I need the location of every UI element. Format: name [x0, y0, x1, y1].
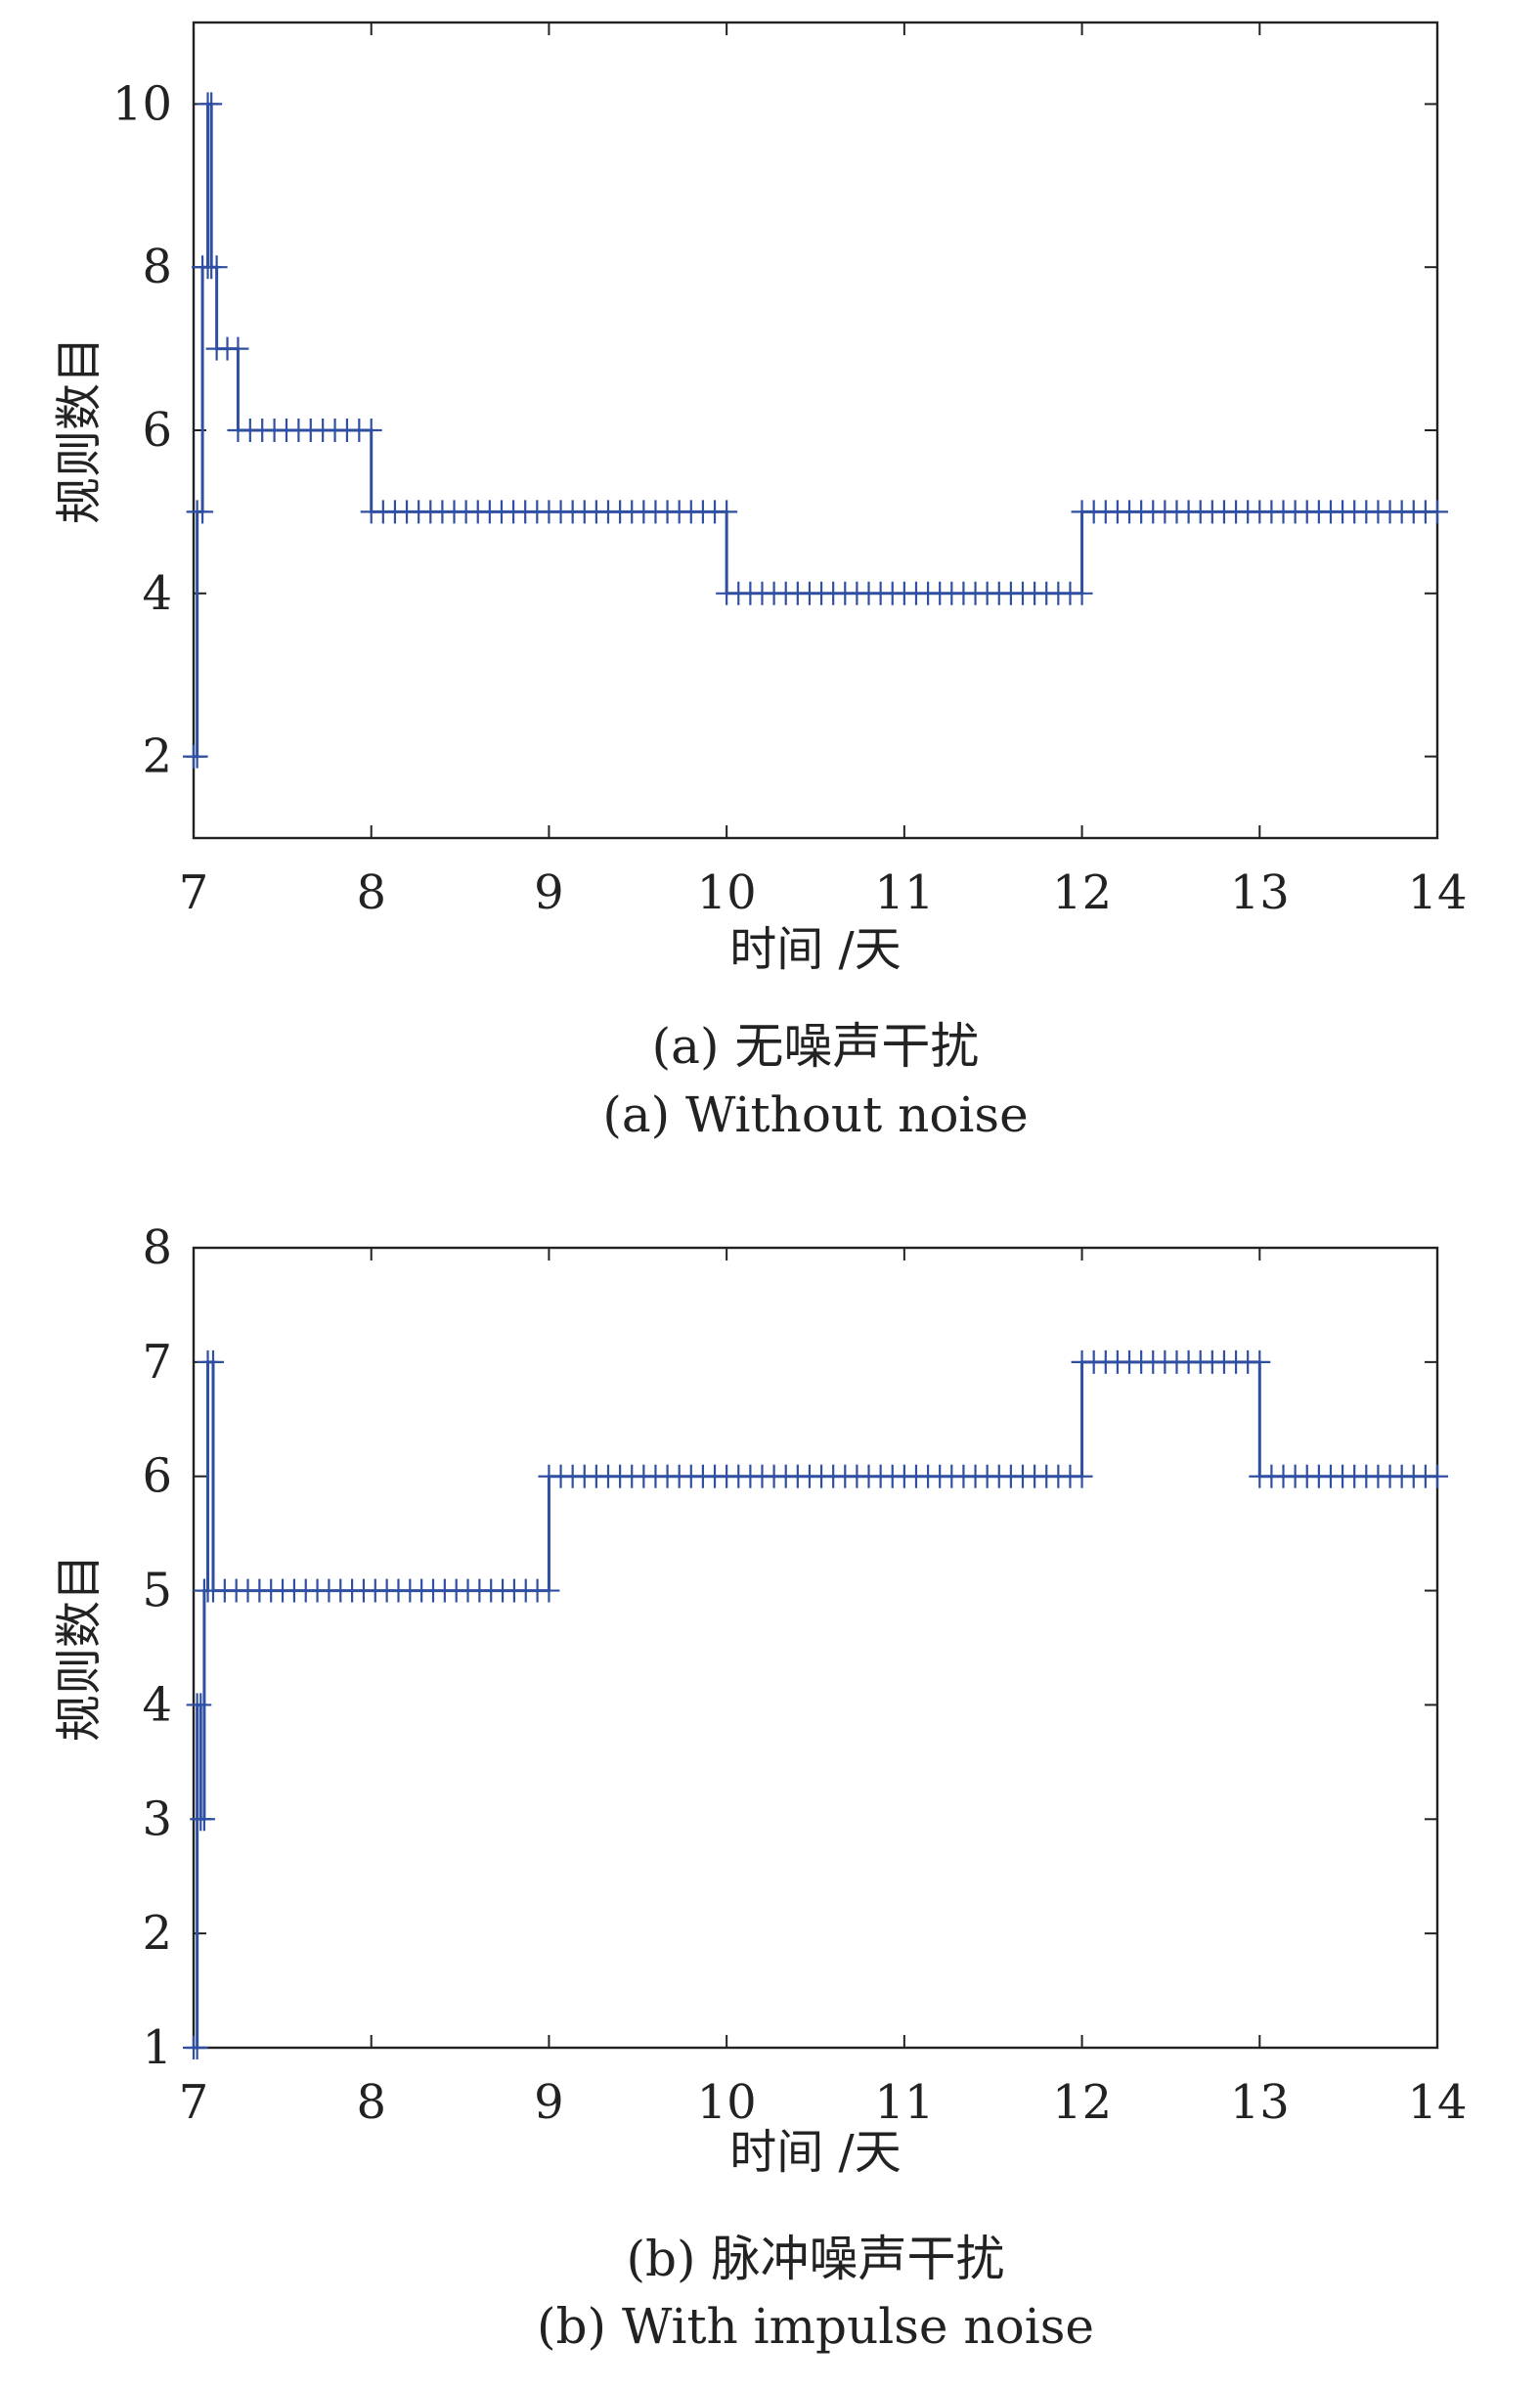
- x-tick-label-a-10: 10: [697, 865, 757, 920]
- x-tick-label-a-12: 12: [1052, 865, 1112, 920]
- y-tick-label-a-4: 4: [142, 566, 172, 621]
- x-axis-title-b: 时间 /天: [729, 2125, 901, 2180]
- x-tick-label-a-9: 9: [534, 865, 564, 920]
- series-b: [183, 1349, 1448, 2059]
- y-axis-title-b: 规则数目: [52, 1554, 107, 1742]
- x-tick-label-b-13: 13: [1230, 2075, 1290, 2130]
- x-tick-label-b-12: 12: [1052, 2075, 1112, 2130]
- y-tick-label-b-5: 5: [142, 1564, 172, 1618]
- y-axis-title-a: 规则数目: [52, 336, 107, 524]
- plot-frame-b: [192, 1246, 1439, 2050]
- y-tick-label-a-8: 8: [142, 240, 172, 294]
- series-markers-b-0: [183, 1349, 1448, 2059]
- x-tick-label-b-11: 11: [874, 2075, 934, 2130]
- x-tick-label-a-13: 13: [1230, 865, 1290, 920]
- x-tick-label-b-8: 8: [356, 2075, 386, 2130]
- x-tick-label-a-7: 7: [179, 865, 209, 920]
- y-tick-label-a-10: 10: [112, 76, 172, 131]
- x-tick-label-b-14: 14: [1407, 2075, 1467, 2130]
- y-tick-label-a-6: 6: [142, 403, 172, 458]
- x-tick-label-a-14: 14: [1407, 865, 1467, 920]
- series-markers-a-0: [183, 92, 1448, 769]
- ticks-a: 7 8 9 10 11 12 13 14 2 4 6 8 10: [112, 22, 1468, 920]
- y-tick-label-b-2: 2: [142, 1906, 172, 1961]
- x-tick-label-a-8: 8: [356, 865, 386, 920]
- y-tick-label-b-1: 1: [142, 2020, 172, 2075]
- y-tick-label-b-7: 7: [142, 1335, 172, 1390]
- x-tick-label-b-10: 10: [697, 2075, 757, 2130]
- caption-en-a: (a) Without noise: [602, 1086, 1028, 1143]
- y-tick-label-b-8: 8: [142, 1220, 172, 1275]
- series-a: [183, 92, 1448, 769]
- y-tick-label-b-6: 6: [142, 1449, 172, 1504]
- y-tick-label-b-4: 4: [142, 1677, 172, 1732]
- x-axis-title-a: 时间 /天: [729, 922, 901, 977]
- x-tick-label-b-7: 7: [179, 2075, 209, 2130]
- x-tick-label-a-11: 11: [874, 865, 934, 920]
- caption-cn-a: (a) 无噪声干扰: [652, 1018, 980, 1075]
- y-tick-label-b-3: 3: [142, 1792, 172, 1846]
- y-tick-label-a-2: 2: [142, 730, 172, 784]
- series-line-a-0: [194, 102, 1437, 759]
- caption-en-b: (b) With impulse noise: [537, 2298, 1094, 2355]
- caption-cn-b: (b) 脉冲噪声干扰: [627, 2231, 1005, 2287]
- chart-panel-a: 7 8 9 10 11 12 13 14 2 4 6 8 10 时间 /天 规则数目 (a) 无噪声干扰…: [52, 21, 1468, 1143]
- x-tick-label-b-9: 9: [534, 2075, 564, 2130]
- series-line-b-0: [194, 1360, 1437, 2050]
